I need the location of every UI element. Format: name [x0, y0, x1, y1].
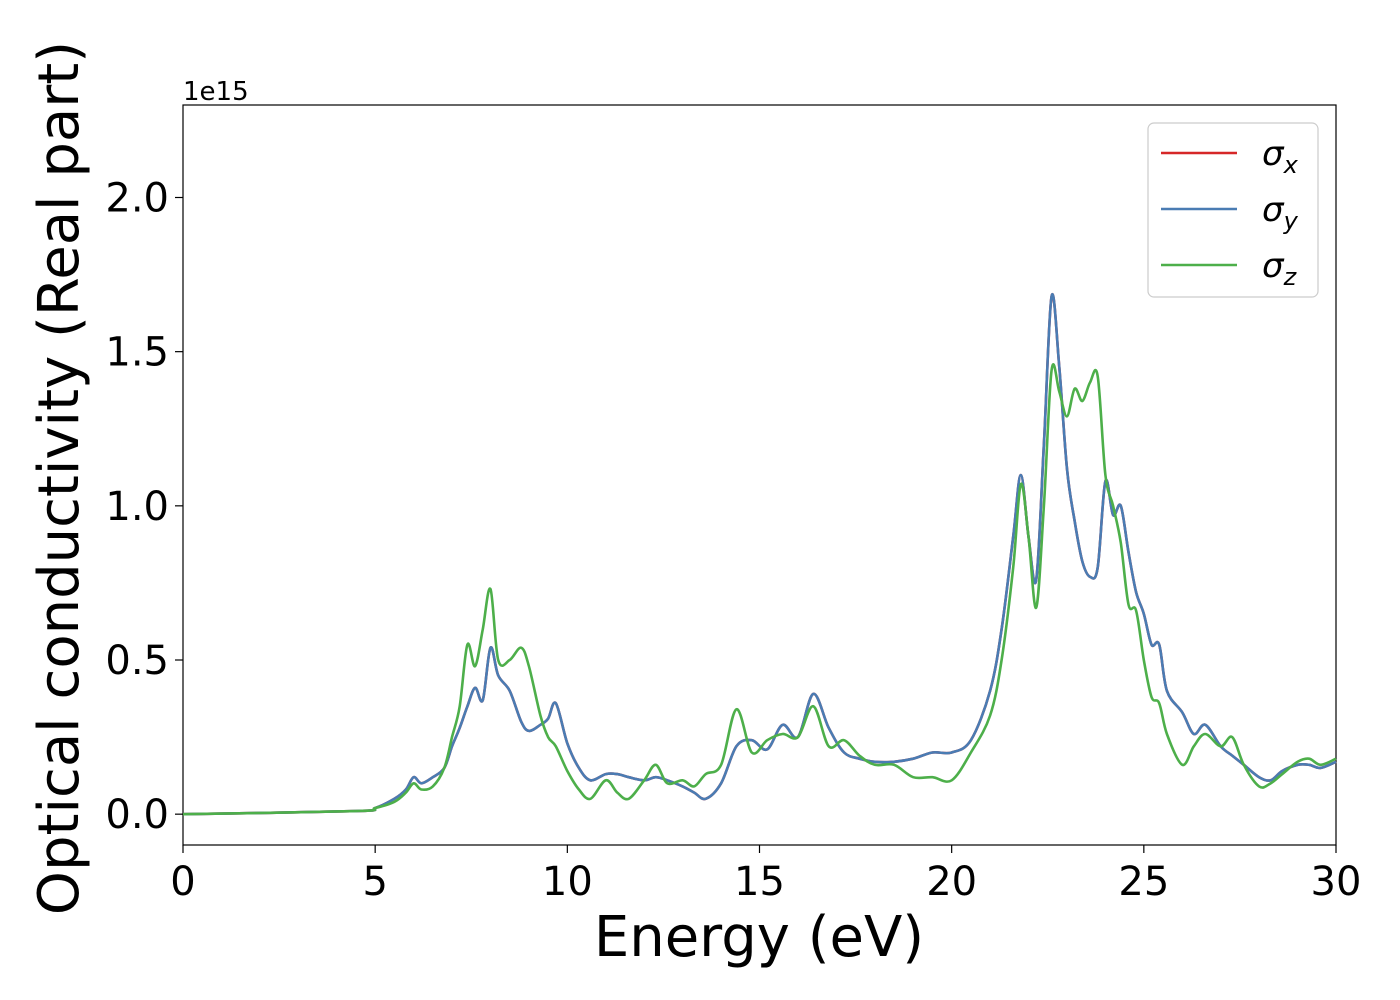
y-axis-ticks: 0.0 0.5 1.0 1.5 2.0 [105, 176, 183, 838]
y-offset-label: 1e15 [183, 77, 249, 107]
legend-label-y: σy [1262, 190, 1299, 235]
y-tick-label: 0.5 [105, 638, 169, 684]
x-tick-label: 25 [1118, 859, 1169, 905]
x-tick-label: 20 [926, 859, 977, 905]
x-axis-ticks: 0 5 10 15 20 25 30 [170, 845, 1361, 905]
series-line-y [182, 292, 1337, 816]
y-tick-label: 1.0 [105, 484, 169, 530]
y-axis-label: Optical conductivity (Real part) [27, 41, 92, 915]
legend: σx σy σz [1147, 122, 1319, 298]
x-tick-label: 0 [170, 859, 195, 905]
y-tick-label: 0.0 [105, 792, 169, 838]
x-tick-label: 30 [1311, 859, 1362, 905]
x-axis-label: Energy (eV) [594, 905, 924, 970]
x-tick-label: 5 [362, 859, 387, 905]
series-line-z [182, 363, 1337, 816]
series-layer [182, 292, 1337, 816]
y-tick-label: 1.5 [105, 330, 169, 376]
legend-label-x: σx [1262, 134, 1299, 179]
x-tick-label: 10 [542, 859, 593, 905]
legend-label-z: σz [1262, 246, 1298, 291]
x-tick-label: 15 [734, 859, 785, 905]
y-tick-label: 2.0 [105, 176, 169, 222]
